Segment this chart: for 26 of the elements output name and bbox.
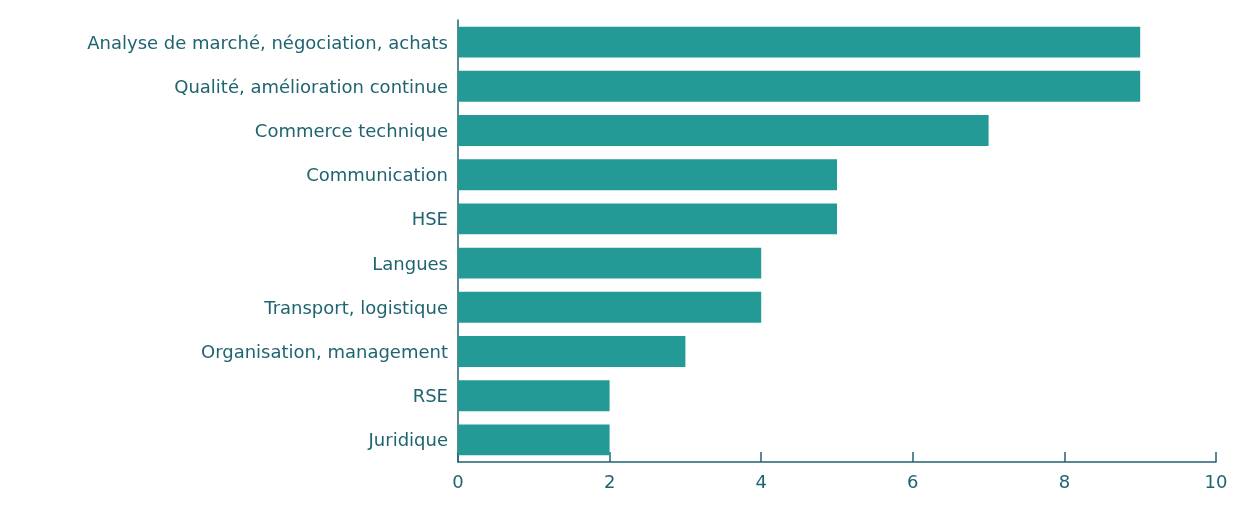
y-tick-label: Organisation, management [200,341,448,362]
bar [458,380,610,412]
bar [458,115,989,146]
bar [458,336,686,367]
x-tick-label: 2 [603,470,616,492]
y-tick-label: Langues [372,252,448,274]
y-tick-label: HSE [411,208,448,230]
bar [458,203,837,235]
bar [458,291,762,323]
y-tick-label: Transport, logistique [263,296,448,318]
x-tick-label: 8 [1058,470,1071,492]
x-tick-label: 4 [755,470,767,492]
bar [458,26,1141,58]
bar [458,70,1141,102]
bar [458,424,610,456]
x-tick-label: 10 [1204,470,1228,492]
y-tick-label: Qualité, amélioration continue [174,75,448,97]
bar [458,159,837,191]
x-tick-label: 6 [907,470,919,492]
x-tick-label: 0 [452,470,464,492]
bar [458,247,762,279]
y-tick-label: RSE [412,385,448,407]
y-tick-label: Analyse de marché, négociation, achats [87,31,448,53]
y-tick-label: Commerce technique [254,120,448,141]
y-tick-label: Communication [306,164,448,186]
y-tick-label: Juridique [367,429,448,451]
